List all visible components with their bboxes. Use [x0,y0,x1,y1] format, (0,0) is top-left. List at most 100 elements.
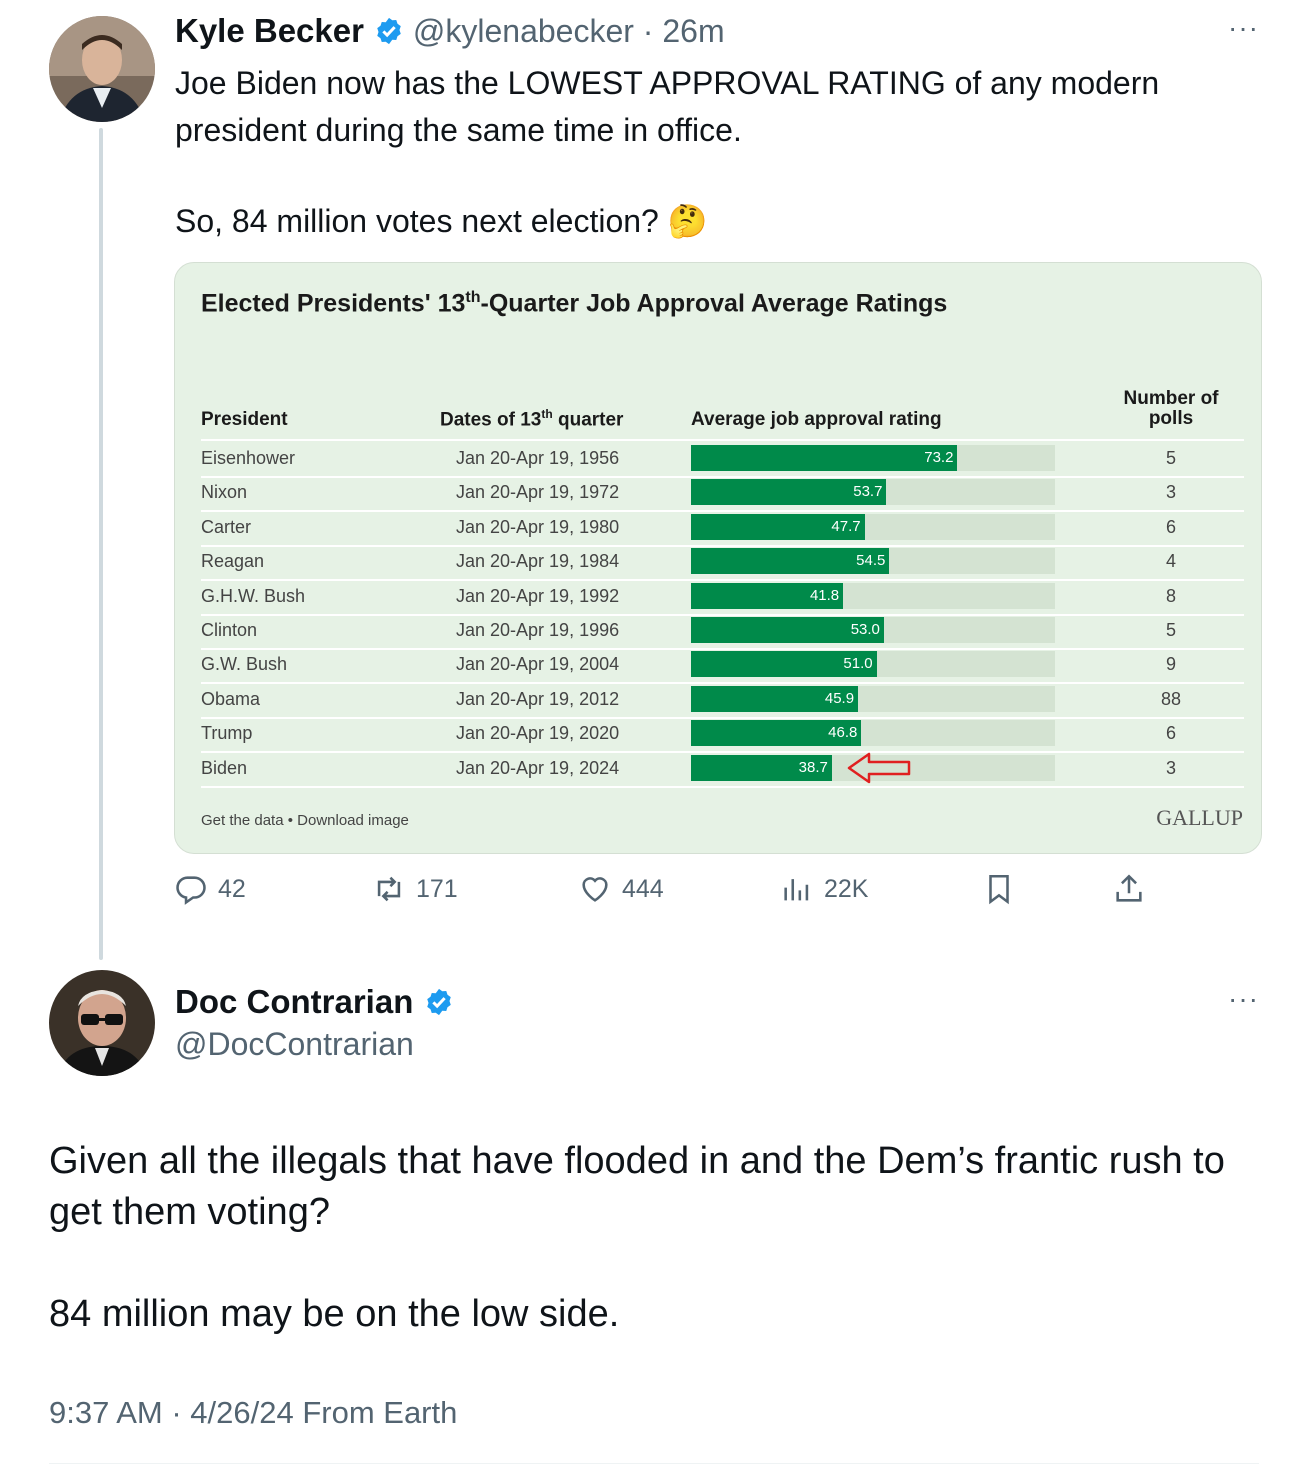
poll-count: 5 [1165,448,1176,468]
bar-value-label: 46.8 [828,724,858,742]
bar-track: 51.0 [691,651,1055,678]
tweet1-text: Joe Biden now has the LOWEST APPROVAL RA… [175,65,1160,148]
tweet2-text-2: 84 million may be on the low side. [49,1293,620,1335]
bar-fill [691,685,859,712]
bar-value-label: 73.2 [924,449,954,466]
tweet1-text-2: So, 84 million votes next election? 🤔 [175,203,708,239]
share-icon [1116,874,1142,902]
quarter-dates: Jan 20-Apr 19, 2024 [456,757,620,778]
avatar-doc-contrarian[interactable] [49,970,155,1076]
table-row: Eisenhower Jan 20-Apr 19, 1956 73.2 5 [201,442,1244,478]
author-handle[interactable]: @kylenabecker [412,13,634,49]
president-name: Nixon [201,482,248,503]
share-button[interactable] [1112,872,1146,906]
views-icon [784,879,809,901]
bar-value-label: 38.7 [798,758,828,776]
bar-fill [691,651,877,678]
col-header-dates: Dates of 13th quarter [440,407,624,431]
views-button[interactable]: 22K [780,872,868,906]
president-name: Clinton [201,620,258,640]
gallup-logo: GALLUP [1156,805,1243,830]
table-row: Carter Jan 20-Apr 19, 1980 47.7 6 [201,511,1244,547]
views-count: 22K [824,874,869,903]
avatar-kyle-becker[interactable] [49,16,155,122]
bar-fill [691,617,884,643]
quarter-dates: Jan 20-Apr 19, 1992 [456,585,620,606]
president-name: Trump [201,723,253,744]
poll-count: 6 [1165,516,1176,537]
tweet2-header-name: Doc Contrarian [175,983,454,1021]
president-name: G.H.W. Bush [201,585,306,606]
tweet1-header: Kyle Becker @kylenabecker · 26m [175,12,725,50]
reply-icon [176,876,206,905]
verified-badge-icon [424,987,454,1017]
like-button[interactable]: 444 [578,872,664,906]
verified-badge-icon [374,16,404,46]
poll-count: 8 [1165,585,1176,606]
bar-track: 45.9 [691,685,1055,712]
bar-fill [691,582,844,609]
bar-fill [691,720,862,747]
more-icon[interactable]: ··· [1228,983,1259,1014]
president-name: Obama [201,688,261,709]
bar-value-label: 41.8 [809,586,840,604]
more-icon[interactable]: ··· [1228,12,1259,43]
bar-track: 53.0 [691,617,1055,643]
bar-value-label: 45.9 [824,689,855,707]
quarter-dates: Jan 20-Apr 19, 1984 [456,551,620,572]
table-row: Reagan Jan 20-Apr 19, 1984 54.5 4 [201,545,1244,582]
author-handle-2[interactable]: @DocContrarian [175,1026,414,1062]
bar-value-label: 53.7 [853,483,883,501]
author-name-2[interactable]: Doc Contrarian [175,983,414,1020]
quarter-dates: Jan 20-Apr 19, 1980 [456,516,620,537]
like-icon [582,877,608,902]
quarter-dates: Jan 20-Apr 19, 2012 [456,688,620,709]
reply-button[interactable]: 42 [174,872,246,906]
arrow-annotation-icon [847,752,911,784]
poll-count: 3 [1165,757,1176,778]
chart-title: Elected Presidents' 13th-Quarter Job App… [201,289,948,318]
retweet-button[interactable]: 171 [372,872,458,906]
bar-track: 41.8 [691,582,1055,609]
bar-value-label: 51.0 [843,655,873,673]
tweet2-text: Given all the illegals that have flooded… [49,1136,1259,1340]
table-row: Trump Jan 20-Apr 19, 2020 46.8 6 [201,717,1244,754]
quarter-dates: Jan 20-Apr 19, 1972 [456,482,620,503]
president-name: Eisenhower [201,448,296,468]
table-row: Clinton Jan 20-Apr 19, 1996 53.0 5 [201,614,1244,650]
thread-line [99,128,103,960]
author-name[interactable]: Kyle Becker [175,12,364,49]
bar-fill [691,445,958,471]
header-divider [201,439,1244,441]
poll-count: 6 [1165,723,1176,744]
separator-dot: · [633,13,663,49]
retweet-count: 171 [416,874,458,903]
like-count: 444 [622,874,664,903]
tweet-timestamp[interactable]: 9:37 AM · 4/26/24 From Earth [49,1395,458,1430]
bar-fill [691,513,865,540]
president-name: G.W. Bush [201,654,288,675]
president-name: Biden [201,757,248,778]
bar-value-label: 47.7 [831,517,861,535]
chart-card[interactable]: Elected Presidents' 13th-Quarter Job App… [174,262,1262,854]
poll-count: 9 [1165,654,1176,675]
tweet-time[interactable]: 26m [662,13,725,49]
bar-track: 54.5 [691,548,1055,575]
table-row: Nixon Jan 20-Apr 19, 1972 53.7 3 [201,476,1244,513]
bookmark-button[interactable] [982,872,1016,906]
tweet2-text-1: Given all the illegals that have flooded… [49,1140,1225,1233]
bookmark-icon [989,874,1009,905]
quarter-dates: Jan 20-Apr 19, 1956 [456,448,620,468]
president-name: Reagan [201,551,265,572]
bar-fill [691,479,887,506]
col-header-polls: Number of polls [1123,388,1219,429]
bar-value-label: 53.0 [850,621,880,638]
bar-track: 46.8 [691,720,1055,747]
quarter-dates: Jan 20-Apr 19, 2020 [456,723,620,744]
chart-footer-links[interactable]: Get the data • Download image [201,812,409,829]
poll-count: 4 [1165,551,1176,572]
bar-value-label: 54.5 [856,552,886,570]
quarter-dates: Jan 20-Apr 19, 1996 [456,620,620,640]
bar-fill [691,754,832,781]
bar-track: 38.7 [691,754,1055,781]
